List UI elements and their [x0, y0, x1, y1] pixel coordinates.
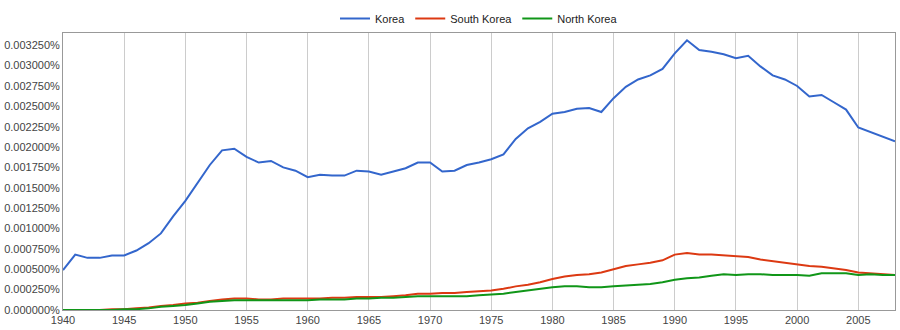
svg-text:0.000000%: 0.000000%	[4, 304, 60, 316]
svg-text:0.003250%: 0.003250%	[4, 39, 60, 51]
svg-text:1985: 1985	[601, 314, 625, 326]
svg-text:0.003000%: 0.003000%	[4, 59, 60, 71]
svg-text:1965: 1965	[357, 314, 381, 326]
svg-text:1975: 1975	[479, 314, 503, 326]
svg-text:1995: 1995	[724, 314, 748, 326]
svg-text:Korea: Korea	[375, 13, 405, 25]
svg-text:0.001750%: 0.001750%	[4, 161, 60, 173]
svg-text:0.000250%: 0.000250%	[4, 283, 60, 295]
svg-text:0.001250%: 0.001250%	[4, 202, 60, 214]
svg-text:1990: 1990	[663, 314, 687, 326]
svg-text:2000: 2000	[785, 314, 809, 326]
svg-text:1955: 1955	[234, 314, 258, 326]
svg-text:0.001500%: 0.001500%	[4, 182, 60, 194]
svg-text:0.002750%: 0.002750%	[4, 80, 60, 92]
svg-text:0.000500%: 0.000500%	[4, 263, 60, 275]
svg-text:0.000750%: 0.000750%	[4, 243, 60, 255]
svg-text:0.002500%: 0.002500%	[4, 100, 60, 112]
svg-text:1945: 1945	[112, 314, 136, 326]
svg-text:1960: 1960	[295, 314, 319, 326]
svg-text:2005: 2005	[846, 314, 870, 326]
svg-text:0.002250%: 0.002250%	[4, 121, 60, 133]
svg-text:South Korea: South Korea	[450, 13, 512, 25]
svg-text:1950: 1950	[173, 314, 197, 326]
svg-text:North Korea: North Korea	[557, 13, 617, 25]
svg-text:0.002000%: 0.002000%	[4, 141, 60, 153]
svg-text:1940: 1940	[51, 314, 75, 326]
svg-text:1980: 1980	[540, 314, 564, 326]
svg-text:0.001000%: 0.001000%	[4, 222, 60, 234]
svg-text:1970: 1970	[418, 314, 442, 326]
